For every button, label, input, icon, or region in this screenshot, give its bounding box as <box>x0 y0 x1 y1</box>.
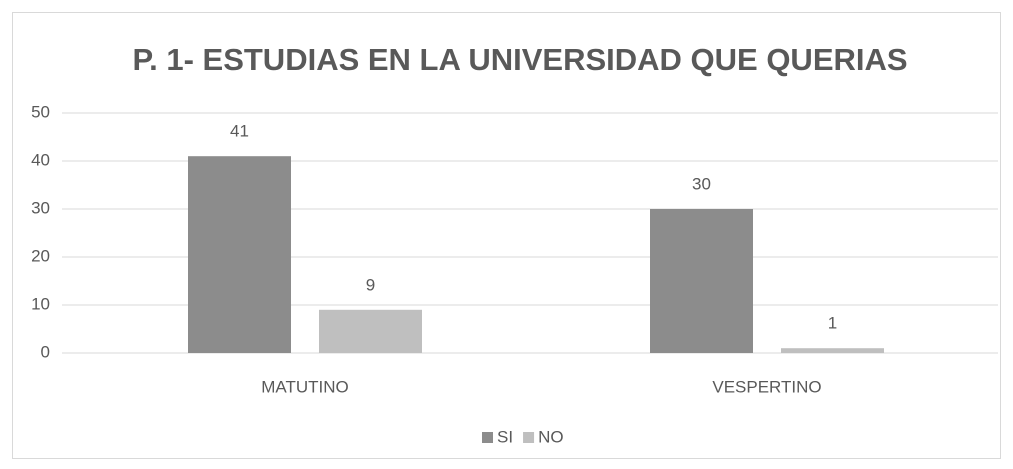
bar <box>650 209 753 353</box>
legend-swatch <box>523 432 535 443</box>
data-label: 30 <box>692 174 711 193</box>
data-label: 41 <box>230 122 249 141</box>
data-label: 1 <box>828 314 837 333</box>
y-tick-label: 20 <box>31 246 50 265</box>
bar <box>188 156 291 353</box>
y-tick-label: 30 <box>31 198 50 217</box>
data-label: 9 <box>366 275 375 294</box>
y-tick-label: 0 <box>41 342 50 361</box>
legend-label: NO <box>538 427 564 446</box>
chart-title: P. 1- ESTUDIAS EN LA UNIVERSIDAD QUE QUE… <box>132 42 907 77</box>
bar <box>781 348 884 353</box>
legend-label: SI <box>497 427 513 446</box>
legend-swatch <box>482 432 493 443</box>
chart-border <box>12 12 1001 459</box>
x-tick-label: MATUTINO <box>261 377 349 396</box>
y-tick-label: 10 <box>31 294 50 313</box>
y-tick-label: 50 <box>31 102 50 121</box>
x-tick-label: VESPERTINO <box>712 377 821 396</box>
y-tick-label: 40 <box>31 150 50 169</box>
bar <box>319 309 422 353</box>
